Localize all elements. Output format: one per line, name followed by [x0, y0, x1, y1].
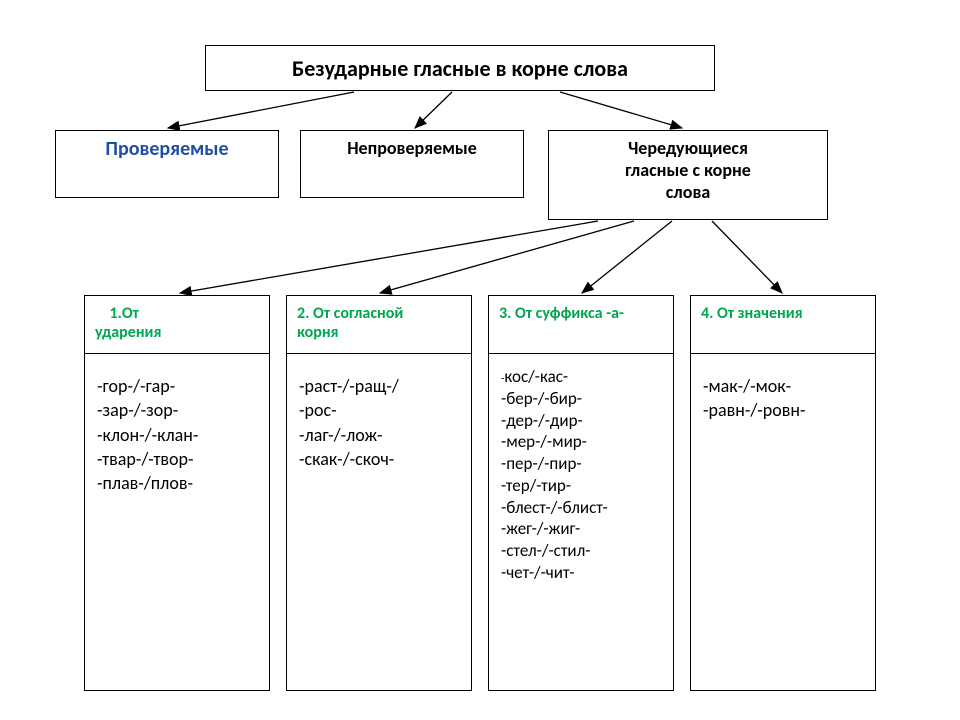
rule-header-line: 4. От значения — [701, 304, 803, 323]
rule-body: -кос/-кас--бер-/-бир--дер-/-дир--мер-/-м… — [489, 354, 673, 596]
rule-item: -пер-/-пир- — [501, 453, 661, 475]
rule-header-line: 3. От суффикса -а- — [499, 304, 624, 323]
title-text: Безударные гласные в корне слова — [292, 55, 628, 82]
category-label: Проверяемые — [60, 137, 274, 161]
rule-item: -кос/-кас- — [501, 366, 661, 388]
rule-header: 3. От суффикса -а- — [489, 296, 673, 354]
rule-box-consonant: 2. От согласной корня -раст-/-ращ-/-рос-… — [286, 295, 472, 691]
category-checkable: Проверяемые — [55, 130, 279, 198]
rule-box-meaning: 4. От значения -мак-/-мок--равн-/-ровн- — [690, 295, 876, 691]
rule-item: -блест-/-блист- — [501, 497, 661, 519]
rule-box-stress: 1.От ударения -гор-/-гар--зар-/-зор--кло… — [84, 295, 270, 691]
rule-header: 4. От значения — [691, 296, 875, 354]
rule-body: -мак-/-мок--равн-/-ровн- — [691, 354, 875, 435]
rule-header-line1: 1.От — [95, 304, 139, 323]
rule-body: -гор-/-гар--зар-/-зор--клон-/-клан--твар… — [85, 354, 269, 507]
rule-item: -бер-/-бир- — [501, 388, 661, 410]
rule-item: -твар-/-твор- — [97, 447, 257, 471]
rule-item: -жег-/-жиг- — [501, 518, 661, 540]
rule-item: -скак-/-скоч- — [299, 447, 459, 471]
rule-header: 1.От ударения — [85, 296, 269, 354]
rule-item: -раст-/-ращ-/ — [299, 374, 459, 398]
rule-item: -мер-/-мир- — [501, 431, 661, 453]
rule-item: -клон-/-клан- — [97, 423, 257, 447]
category-label-line2: гласные с корне — [553, 159, 823, 181]
category-label-line3: слова — [553, 181, 823, 203]
rule-item: -чет-/-чит- — [501, 562, 661, 584]
rule-item: -лаг-/-лож- — [299, 423, 459, 447]
rule-item: -зар-/-зор- — [97, 398, 257, 422]
rule-item: -гор-/-гар- — [97, 374, 257, 398]
rule-item: -стел-/-стил- — [501, 540, 661, 562]
rule-header-line2: ударения — [95, 323, 161, 342]
title-box: Безударные гласные в корне слова — [205, 45, 715, 91]
rule-item: -тер/-тир- — [501, 475, 661, 497]
rule-header-line1: 2. От согласной — [297, 304, 403, 323]
rule-item: -мак-/-мок- — [703, 374, 863, 398]
rule-item: -равн-/-ровн- — [703, 398, 863, 422]
rule-header-line2: корня — [297, 323, 339, 342]
rule-header: 2. От согласной корня — [287, 296, 471, 354]
rule-item: -дер-/-дир- — [501, 410, 661, 432]
category-alternating: Чередующиеся гласные с корне слова — [548, 130, 828, 220]
rule-body: -раст-/-ращ-/-рос--лаг-/-лож--скак-/-ско… — [287, 354, 471, 483]
rule-box-suffix: 3. От суффикса -а- -кос/-кас--бер-/-бир-… — [488, 295, 674, 691]
category-label: Непроверяемые — [305, 137, 519, 159]
rule-item: -плав-/плов- — [97, 471, 257, 495]
rule-item: -рос- — [299, 398, 459, 422]
category-label-line1: Чередующиеся — [553, 137, 823, 159]
category-uncheckable: Непроверяемые — [300, 130, 524, 198]
